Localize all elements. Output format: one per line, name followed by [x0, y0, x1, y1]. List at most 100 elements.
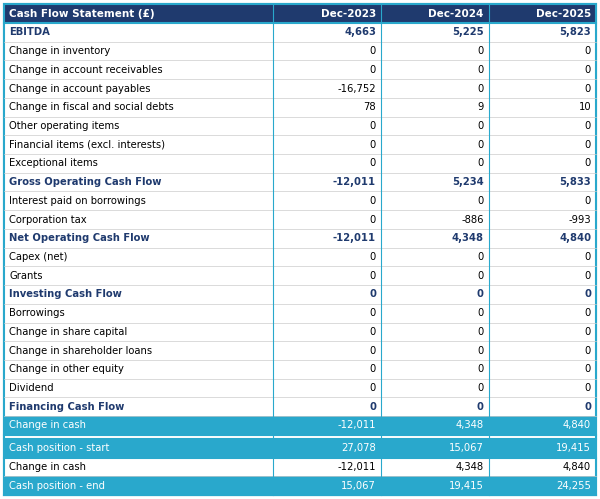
- Text: 0: 0: [585, 252, 591, 262]
- Text: 24,255: 24,255: [556, 481, 591, 491]
- Bar: [274, 210, 381, 229]
- Bar: [489, 266, 596, 285]
- Text: Corporation tax: Corporation tax: [9, 215, 86, 225]
- Bar: [381, 42, 489, 60]
- Bar: [4, 341, 274, 360]
- Text: EBITDA: EBITDA: [9, 27, 50, 37]
- Bar: [381, 98, 489, 117]
- Text: Financing Cash Flow: Financing Cash Flow: [9, 402, 124, 412]
- Bar: [489, 379, 596, 397]
- Bar: [381, 79, 489, 98]
- Text: 0: 0: [370, 65, 376, 75]
- Text: 4,348: 4,348: [456, 462, 484, 472]
- Text: Change in cash: Change in cash: [9, 421, 86, 431]
- Bar: [4, 154, 274, 173]
- Bar: [489, 439, 596, 458]
- Bar: [4, 322, 274, 341]
- Bar: [4, 285, 274, 304]
- Bar: [4, 79, 274, 98]
- Bar: [274, 42, 381, 60]
- Text: 0: 0: [585, 196, 591, 206]
- Text: 4,663: 4,663: [344, 27, 376, 37]
- Bar: [4, 135, 274, 154]
- Bar: [4, 379, 274, 397]
- Bar: [489, 416, 596, 435]
- Text: -993: -993: [568, 215, 591, 225]
- Bar: [489, 79, 596, 98]
- Text: 0: 0: [585, 308, 591, 318]
- Text: Borrowings: Borrowings: [9, 308, 65, 318]
- Text: 0: 0: [585, 327, 591, 337]
- Text: 0: 0: [370, 364, 376, 374]
- Text: 0: 0: [585, 271, 591, 281]
- Bar: [274, 248, 381, 266]
- Bar: [381, 154, 489, 173]
- Bar: [4, 192, 274, 210]
- Text: Financial items (excl. interests): Financial items (excl. interests): [9, 140, 165, 150]
- Text: -12,011: -12,011: [338, 462, 376, 472]
- Bar: [274, 379, 381, 397]
- Bar: [381, 285, 489, 304]
- Text: 0: 0: [370, 252, 376, 262]
- Text: 0: 0: [370, 383, 376, 393]
- Text: -12,011: -12,011: [333, 177, 376, 187]
- Text: Change in cash: Change in cash: [9, 462, 86, 472]
- Bar: [381, 439, 489, 458]
- Bar: [489, 154, 596, 173]
- Text: Change in account receivables: Change in account receivables: [9, 65, 163, 75]
- Bar: [4, 210, 274, 229]
- Bar: [489, 210, 596, 229]
- Bar: [489, 117, 596, 135]
- Text: 0: 0: [370, 158, 376, 168]
- Text: 0: 0: [477, 402, 484, 412]
- Text: 0: 0: [478, 140, 484, 150]
- Text: 0: 0: [370, 327, 376, 337]
- Bar: [4, 266, 274, 285]
- Text: Dec-2024: Dec-2024: [428, 8, 484, 18]
- Bar: [381, 304, 489, 322]
- Text: Cash position - end: Cash position - end: [9, 481, 105, 491]
- Bar: [4, 439, 274, 458]
- Bar: [489, 42, 596, 60]
- Text: Change in shareholder loans: Change in shareholder loans: [9, 346, 152, 356]
- Text: -12,011: -12,011: [333, 233, 376, 244]
- Bar: [274, 397, 381, 416]
- Text: 15,067: 15,067: [449, 443, 484, 453]
- Bar: [381, 379, 489, 397]
- Text: 0: 0: [585, 46, 591, 56]
- Text: 0: 0: [585, 83, 591, 93]
- Bar: [274, 304, 381, 322]
- Text: Dividend: Dividend: [9, 383, 53, 393]
- Bar: [4, 435, 596, 439]
- Text: 15,067: 15,067: [341, 481, 376, 491]
- Bar: [381, 360, 489, 379]
- Bar: [489, 341, 596, 360]
- Bar: [274, 439, 381, 458]
- Bar: [381, 4, 489, 23]
- Text: 0: 0: [478, 308, 484, 318]
- Text: Interest paid on borrowings: Interest paid on borrowings: [9, 196, 146, 206]
- Bar: [381, 117, 489, 135]
- Text: 0: 0: [478, 83, 484, 93]
- Text: 4,840: 4,840: [563, 421, 591, 431]
- Bar: [4, 416, 274, 435]
- Text: Change in share capital: Change in share capital: [9, 327, 127, 337]
- Text: 0: 0: [585, 346, 591, 356]
- Text: 0: 0: [584, 289, 591, 299]
- Text: 0: 0: [585, 158, 591, 168]
- Text: Gross Operating Cash Flow: Gross Operating Cash Flow: [9, 177, 161, 187]
- Bar: [274, 285, 381, 304]
- Text: Exceptional items: Exceptional items: [9, 158, 98, 168]
- Bar: [274, 98, 381, 117]
- Bar: [4, 117, 274, 135]
- Bar: [381, 60, 489, 79]
- Bar: [381, 322, 489, 341]
- Bar: [381, 266, 489, 285]
- Bar: [274, 476, 381, 495]
- Bar: [4, 60, 274, 79]
- Bar: [489, 476, 596, 495]
- Bar: [4, 23, 274, 42]
- Text: 27,078: 27,078: [341, 443, 376, 453]
- Text: 19,415: 19,415: [556, 443, 591, 453]
- Text: Other operating items: Other operating items: [9, 121, 119, 131]
